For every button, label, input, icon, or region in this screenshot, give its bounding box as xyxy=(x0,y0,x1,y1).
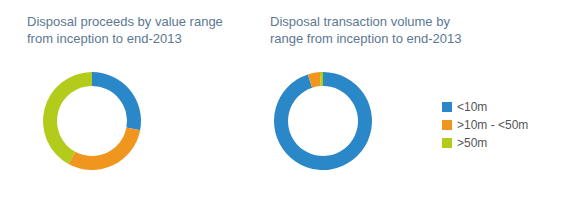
svg-text:>50m: >50m xyxy=(457,136,487,150)
svg-text:range from inception to end-20: range from inception to end-2013 xyxy=(270,31,462,46)
svg-text:from inception to end-2013: from inception to end-2013 xyxy=(27,31,182,46)
svg-text:Disposal transaction volume by: Disposal transaction volume by xyxy=(270,14,450,29)
svg-text:>10m - <50m: >10m - <50m xyxy=(457,118,528,132)
svg-text:Disposal proceeds by value ran: Disposal proceeds by value range xyxy=(27,14,223,29)
svg-text:<10m: <10m xyxy=(457,100,487,114)
